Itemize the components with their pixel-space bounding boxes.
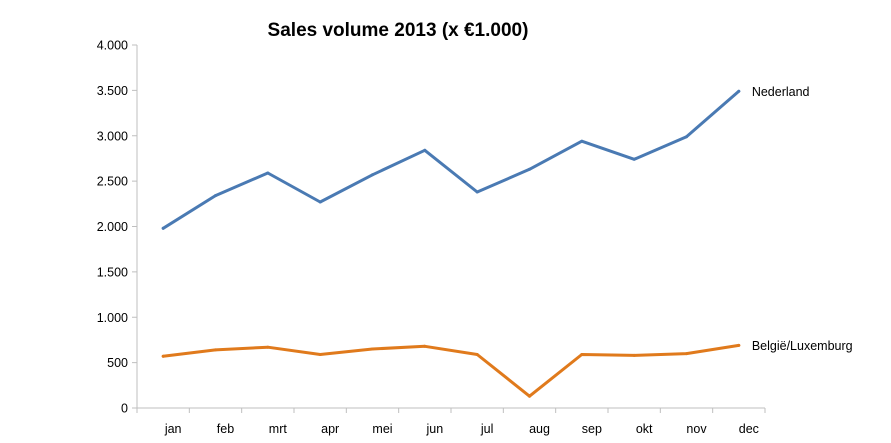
y-tick-label: 0 xyxy=(121,402,128,416)
y-tick-label: 500 xyxy=(107,356,128,370)
data-point xyxy=(423,148,427,152)
y-axis: 0 500 1.000 1.500 2.000 2.500 3.000 3.500 4.000 xyxy=(97,39,138,416)
series-line xyxy=(161,343,741,398)
x-tick-label: jul xyxy=(480,422,494,436)
x-tick-label: aug xyxy=(529,422,550,436)
data-point xyxy=(423,344,427,348)
data-point xyxy=(266,171,270,175)
series-1: Nederland xyxy=(161,85,810,230)
x-tick-label: mrt xyxy=(269,422,288,436)
x-tick-label: sep xyxy=(582,422,602,436)
data-point xyxy=(685,352,688,356)
data-point xyxy=(580,353,584,356)
series-line xyxy=(161,89,741,230)
data-point xyxy=(737,343,741,347)
x-tick-label: okt xyxy=(636,422,653,436)
data-point xyxy=(214,348,217,352)
data-point xyxy=(528,394,531,398)
y-tick-label: 1.000 xyxy=(97,311,128,325)
data-point xyxy=(475,190,479,194)
data-point xyxy=(161,226,165,230)
x-axis: jan feb mrt apr mei jun jul aug sep okt nov dec xyxy=(136,407,766,436)
data-point xyxy=(214,194,217,198)
x-tick-label: nov xyxy=(686,422,707,436)
data-point xyxy=(161,354,165,358)
x-tick-label: feb xyxy=(217,422,234,436)
x-tick-label: apr xyxy=(321,422,339,436)
data-point xyxy=(632,353,636,357)
x-tick-label: dec xyxy=(739,422,759,436)
data-point xyxy=(528,167,531,171)
y-tick-label: 4.000 xyxy=(97,39,128,53)
chart-title: Sales volume 2013 (x €1.000) xyxy=(268,20,529,41)
x-tick-label: mei xyxy=(372,422,392,436)
data-point xyxy=(737,89,741,93)
data-point xyxy=(580,139,584,143)
series-2: België/Luxemburg xyxy=(161,339,853,398)
x-tick-label: jan xyxy=(164,422,182,436)
y-tick-label: 1.500 xyxy=(97,265,128,279)
data-point xyxy=(475,353,479,356)
y-tick-label: 3.000 xyxy=(97,129,128,143)
data-point xyxy=(318,200,322,204)
data-point xyxy=(266,345,270,349)
series-label: Nederland xyxy=(752,85,810,99)
data-point xyxy=(371,347,374,351)
y-tick-label: 2.500 xyxy=(97,175,128,189)
series-label: België/Luxemburg xyxy=(752,339,853,353)
series-layer: Nederland België/Luxemburg xyxy=(161,85,853,398)
data-point xyxy=(371,173,374,177)
x-tick-label: jun xyxy=(425,422,443,436)
y-tick-label: 3.500 xyxy=(97,84,128,98)
data-point xyxy=(685,135,688,139)
data-point xyxy=(318,353,322,356)
data-point xyxy=(632,157,636,161)
y-tick-label: 2.000 xyxy=(97,220,128,234)
